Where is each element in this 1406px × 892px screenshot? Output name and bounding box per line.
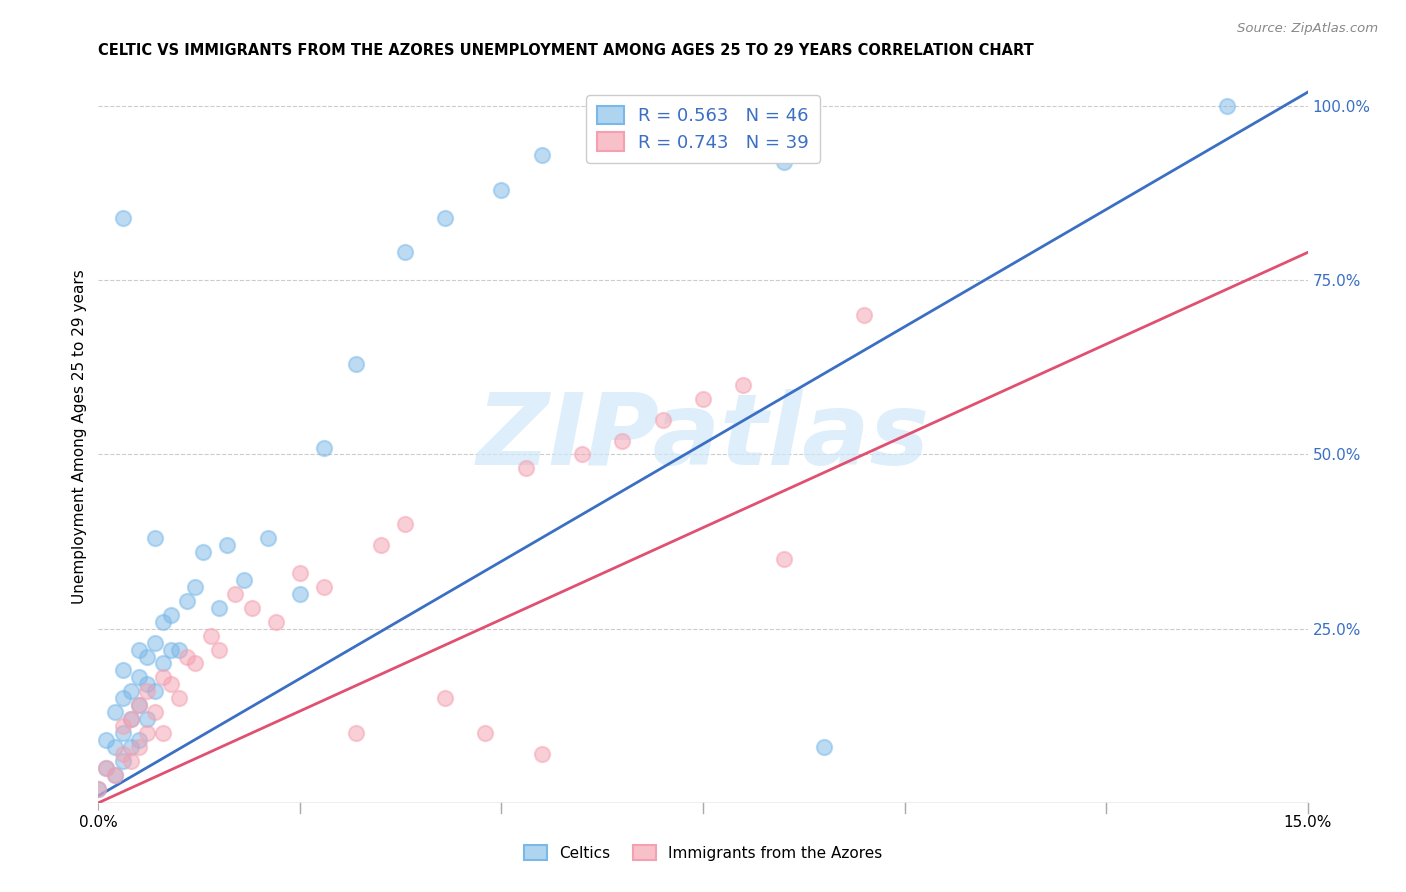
Point [96, 733, 118, 747]
Point [111, 747, 134, 761]
Point [135, 726, 157, 740]
Point [772, 552, 794, 566]
Point [344, 726, 367, 740]
Point [167, 642, 190, 657]
Point [152, 657, 174, 671]
Point [111, 754, 134, 768]
Point [208, 642, 231, 657]
Point [612, 434, 634, 448]
Point [103, 768, 125, 782]
Point [184, 657, 207, 671]
Point [256, 531, 278, 545]
Point [111, 664, 134, 678]
Point [103, 740, 125, 755]
Point [120, 740, 142, 755]
Point [314, 441, 336, 455]
Point [184, 580, 207, 594]
Point [143, 531, 166, 545]
Point [120, 712, 142, 726]
Point [651, 412, 673, 426]
Text: CELTIC VS IMMIGRANTS FROM THE AZORES UNEMPLOYMENT AMONG AGES 25 TO 29 YEARS CORR: CELTIC VS IMMIGRANTS FROM THE AZORES UNE… [98, 43, 1035, 58]
Point [160, 642, 183, 657]
Point [224, 587, 246, 601]
Point [571, 448, 593, 462]
Point [394, 245, 416, 260]
Point [120, 754, 142, 768]
Point [434, 691, 457, 706]
Point [530, 747, 553, 761]
Point [103, 705, 125, 719]
Text: Source: ZipAtlas.com: Source: ZipAtlas.com [1237, 22, 1378, 36]
Point [111, 211, 134, 225]
Point [813, 740, 835, 755]
Text: ZIPatlas: ZIPatlas [477, 389, 929, 485]
Point [143, 684, 166, 698]
Point [111, 726, 134, 740]
Point [135, 712, 157, 726]
Y-axis label: Unemployment Among Ages 25 to 29 years: Unemployment Among Ages 25 to 29 years [72, 269, 87, 605]
Point [160, 607, 183, 622]
Point [87, 781, 110, 796]
Point [135, 649, 157, 664]
Point [1216, 99, 1239, 113]
Point [200, 629, 222, 643]
Point [370, 538, 392, 552]
Point [692, 392, 714, 406]
Point [176, 649, 198, 664]
Point [208, 600, 231, 615]
Point [160, 677, 183, 691]
Point [87, 781, 110, 796]
Point [143, 705, 166, 719]
Point [96, 761, 118, 775]
Point [853, 308, 876, 322]
Point [394, 517, 416, 532]
Point [314, 580, 336, 594]
Point [128, 740, 150, 755]
Point [111, 691, 134, 706]
Point [474, 726, 496, 740]
Point [135, 677, 157, 691]
Point [103, 768, 125, 782]
Point [152, 726, 174, 740]
Point [128, 733, 150, 747]
Point [152, 670, 174, 684]
Point [344, 357, 367, 371]
Point [111, 719, 134, 733]
Point [232, 573, 254, 587]
Point [176, 594, 198, 608]
Point [264, 615, 287, 629]
Point [733, 377, 755, 392]
Point [288, 587, 311, 601]
Point [152, 615, 174, 629]
Point [135, 684, 157, 698]
Point [128, 670, 150, 684]
Point [128, 698, 150, 713]
Point [193, 545, 215, 559]
Point [515, 461, 537, 475]
Point [120, 712, 142, 726]
Point [120, 684, 142, 698]
Point [167, 691, 190, 706]
Point [491, 183, 513, 197]
Point [143, 635, 166, 649]
Point [128, 698, 150, 713]
Point [128, 642, 150, 657]
Point [772, 155, 794, 169]
Point [434, 211, 457, 225]
Point [96, 761, 118, 775]
Legend: Celtics, Immigrants from the Azores: Celtics, Immigrants from the Azores [516, 837, 890, 868]
Point [530, 148, 553, 162]
Point [217, 538, 239, 552]
Point [240, 600, 263, 615]
Point [288, 566, 311, 580]
